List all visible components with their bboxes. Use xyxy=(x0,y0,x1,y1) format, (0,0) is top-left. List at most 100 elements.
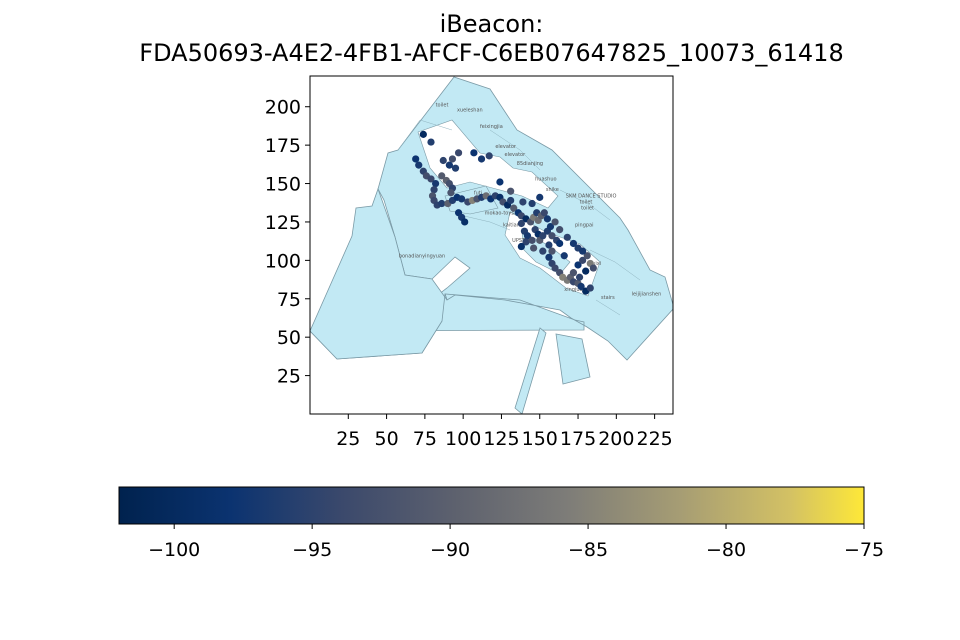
x-tick-label: 175 xyxy=(560,428,596,450)
rssi-point xyxy=(582,267,590,275)
rssi-point xyxy=(586,284,594,292)
y-tick-label: 175 xyxy=(265,135,301,157)
chart-title-line-2: FDA50693-A4E2-4FB1-AFCF-C6EB07647825_100… xyxy=(139,39,844,67)
x-tick-label: 100 xyxy=(445,428,481,450)
x-axis: 25 50 75 100 125 150 175 200 225 xyxy=(336,414,673,450)
rssi-point xyxy=(543,215,552,223)
plot-area: toilet xueleshan feixingjia elevator elevato… xyxy=(310,76,673,414)
rssi-point xyxy=(448,155,457,163)
rssi-point xyxy=(551,264,559,272)
rssi-point xyxy=(470,149,478,157)
y-tick-label: 100 xyxy=(265,250,301,272)
x-tick-label: 125 xyxy=(483,428,519,450)
y-tick-label: 200 xyxy=(265,97,301,119)
rssi-point xyxy=(551,218,559,226)
rssi-point xyxy=(579,247,587,255)
rssi-point xyxy=(507,196,515,205)
y-tick-label: 75 xyxy=(277,289,301,311)
rssi-point xyxy=(445,161,453,169)
room-outline-4 xyxy=(589,249,641,281)
rssi-point xyxy=(427,138,435,146)
room-label: tuixi xyxy=(590,261,601,267)
x-tick-label: 200 xyxy=(598,428,634,450)
rssi-point xyxy=(560,252,568,260)
room-label: elevator xyxy=(505,152,527,158)
rssi-point xyxy=(545,253,553,261)
room-label: kaitian xyxy=(503,223,520,229)
room-outline-6 xyxy=(459,214,511,231)
colorbar: −100 −95 −90 −85 −80 −75 xyxy=(118,486,884,561)
rssi-point xyxy=(545,241,553,249)
rssi-point xyxy=(539,232,547,240)
rssi-point xyxy=(431,179,440,188)
room-label: stairs xyxy=(601,295,615,301)
rssi-point xyxy=(569,239,578,248)
plot-frame xyxy=(309,75,674,415)
y-axis: 25 50 75 100 125 150 175 200 xyxy=(265,97,310,388)
rssi-point xyxy=(528,199,536,208)
x-tick-label: 25 xyxy=(336,428,360,450)
room-label: feixingjia xyxy=(480,124,503,130)
colorbar-tick-label: −100 xyxy=(148,539,200,561)
room-outline-2 xyxy=(489,129,541,171)
rssi-point xyxy=(539,247,547,255)
rssi-point xyxy=(579,256,587,264)
rssi-point xyxy=(430,186,438,194)
room-outline-5 xyxy=(595,299,621,316)
room-label: SKM DANCE STUDIO xyxy=(566,193,617,199)
rssi-point xyxy=(548,232,556,240)
rssi-point xyxy=(510,204,518,212)
room-labels: toilet xueleshan feixingjia elevator elevato… xyxy=(399,103,661,301)
rssi-point xyxy=(577,282,585,291)
rssi-point xyxy=(412,155,420,163)
rssi-point xyxy=(451,164,460,172)
rssi-point xyxy=(517,219,525,228)
rssi-point xyxy=(536,193,544,201)
rssi-point xyxy=(439,156,447,165)
rssi-point xyxy=(438,199,446,208)
rssi-point xyxy=(583,252,591,260)
colorbar-gradient xyxy=(118,486,865,525)
room-label: bonadianyingyuan xyxy=(399,253,445,259)
colorbar-tick-label: −95 xyxy=(292,539,332,561)
rssi-point xyxy=(528,236,536,244)
data-points xyxy=(412,130,597,295)
colorbar-tick-label: −85 xyxy=(568,539,608,561)
rssi-point xyxy=(574,261,582,269)
rssi-point xyxy=(485,152,493,160)
y-tick-label: 50 xyxy=(277,327,301,349)
floor-jetty-1 xyxy=(514,327,547,414)
rssi-point xyxy=(540,209,548,217)
rssi-point xyxy=(522,238,530,246)
room-label: mokao-toys-Co xyxy=(485,210,523,216)
rssi-point xyxy=(507,187,515,195)
room-label: pingpai xyxy=(575,223,594,229)
rssi-point xyxy=(589,264,597,272)
room-label: leijijianshen xyxy=(632,292,662,298)
colorbar-ticks: −100 −95 −90 −85 −80 −75 xyxy=(148,524,884,561)
rssi-point xyxy=(575,273,584,281)
room-outline-3 xyxy=(559,189,611,221)
room-label: huashuo xyxy=(535,176,556,182)
rssi-point xyxy=(556,239,564,248)
x-tick-label: 75 xyxy=(413,428,437,450)
rssi-point xyxy=(454,149,463,157)
floor-jetty-2 xyxy=(555,333,591,385)
rssi-point xyxy=(523,232,532,240)
room-label: xueleshan xyxy=(457,107,483,113)
room-label: shike xyxy=(546,187,559,193)
x-tick-label: 150 xyxy=(522,428,558,450)
rssi-point xyxy=(496,178,504,186)
room-label: 85dianjing xyxy=(517,161,543,167)
rssi-point xyxy=(556,226,564,234)
y-tick-label: 125 xyxy=(265,212,301,234)
rssi-point xyxy=(546,222,555,231)
chart-title: iBeacon: FDA50693-A4E2-4FB1-AFCF-C6EB076… xyxy=(0,10,960,68)
room-label: elevator xyxy=(495,144,517,150)
colorbar-tick-label: −75 xyxy=(844,539,884,561)
colorbar-tick-label: −90 xyxy=(430,539,470,561)
room-label: toilet xyxy=(580,200,593,206)
room-outlines xyxy=(397,119,641,316)
rssi-point xyxy=(458,195,466,203)
